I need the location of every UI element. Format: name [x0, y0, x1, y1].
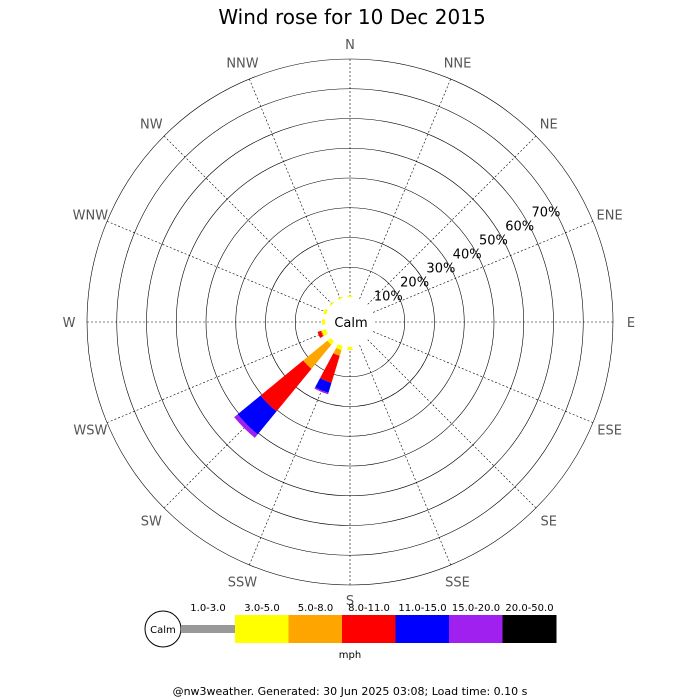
direction-label-sw: SW: [141, 515, 162, 530]
calm-label: Calm: [334, 316, 367, 331]
petal-n-bin-1: [347, 295, 353, 298]
percent-tick-label: 50%: [479, 233, 508, 248]
speed-legend: Calm mph 1.0-3.0 3.0-5.0 5.0-8.0 8.0-11.0 11…: [144, 603, 557, 661]
legend-label-bin-3: 8.0-11.0: [348, 603, 390, 614]
direction-label-wnw: WNW: [73, 208, 109, 223]
legend-swatch-bin-4: [395, 615, 450, 643]
calm-circle: [325, 297, 375, 347]
petal-sw-bin-2: [303, 340, 332, 369]
petal-wnw-bin-1: [323, 308, 328, 315]
legend-swatch-bin-5: [449, 615, 503, 643]
legend-unit-label: mph: [339, 650, 361, 661]
petal-ssw-bin-4: [315, 378, 332, 393]
calm-center: Calm: [325, 297, 375, 347]
footer-text: @nw3weather. Generated: 30 Jun 2025 03:0…: [173, 685, 528, 698]
legend-label-bin-1: 3.0-5.0: [244, 603, 279, 614]
legend-swatch-bin-3: [342, 615, 396, 643]
legend-calm-label: Calm: [150, 625, 176, 636]
direction-label-sse: SSE: [445, 576, 470, 591]
direction-label-ese: ESE: [597, 424, 622, 439]
grid-ring: [146, 118, 554, 526]
legend-label-bin-5: 15.0-20.0: [452, 603, 500, 614]
petal-wsw-bin-3: [317, 330, 324, 338]
legend-label-bin-2: 5.0-8.0: [298, 603, 333, 614]
direction-label-s: S: [346, 594, 354, 609]
direction-label-ne: NE: [540, 117, 558, 132]
wind-petals: [234, 295, 353, 438]
petal-sw-bin-5: [234, 414, 258, 438]
grid-ring: [265, 237, 435, 407]
legend-label-bin-6: 20.0-50.0: [505, 603, 553, 614]
direction-label-ssw: SSW: [228, 576, 258, 591]
petal-ssw-bin-2: [333, 347, 342, 356]
petal-ssw-bin-3: [320, 353, 340, 383]
percent-tick-label: 20%: [400, 275, 429, 290]
grid-ring: [205, 177, 495, 467]
legend-swatch-bin-2: [288, 615, 343, 643]
chart-title: Wind rose for 10 Dec 2015: [218, 5, 485, 29]
legend-label-bin-0: 1.0-3.0: [190, 603, 225, 614]
petal-ssw-bin-5: [314, 387, 329, 395]
polar-grid: [86, 58, 614, 586]
percent-tick-label: 70%: [531, 206, 560, 221]
petal-w-bin-1: [322, 319, 326, 325]
legend-label-bin-4: 11.0-15.0: [398, 603, 446, 614]
percent-ticks: 10%20%30%40%50%60%70%: [374, 206, 561, 305]
petal-nw-bin-1: [329, 301, 335, 307]
direction-label-n: N: [345, 38, 355, 53]
petal-s-bin-1: [347, 346, 353, 350]
petal-nnw-bin-1: [337, 296, 343, 300]
direction-label-ene: ENE: [597, 208, 623, 223]
direction-label-w: W: [63, 316, 76, 331]
legend-swatch-bin-0: [181, 625, 235, 633]
direction-labels: N NNE NE ENE E ESE SE SSE S SSW SW WSW W WNW NW NNW: [63, 38, 636, 609]
petal-wsw-bin-2: [320, 330, 325, 337]
petal-wsw-bin-1: [321, 329, 328, 336]
direction-label-wsw: WSW: [73, 424, 107, 439]
legend-swatch-bin-6: [502, 615, 557, 643]
percent-tick-label: 10%: [374, 289, 403, 304]
direction-label-se: SE: [540, 515, 556, 530]
petal-sw-bin-3: [260, 360, 312, 412]
percent-tick-label: 60%: [505, 219, 534, 234]
petal-sw-bin-1: [327, 337, 335, 345]
legend-swatch-bin-1: [235, 615, 289, 643]
direction-label-e: E: [627, 316, 635, 331]
petal-ssw-bin-1: [336, 344, 343, 351]
percent-tick-label: 30%: [426, 261, 455, 276]
direction-label-nnw: NNW: [226, 56, 258, 71]
petal-sw-bin-4: [237, 395, 277, 435]
direction-label-nne: NNE: [444, 56, 472, 71]
direction-label-nw: NW: [140, 117, 163, 132]
percent-tick-label: 40%: [453, 247, 482, 262]
